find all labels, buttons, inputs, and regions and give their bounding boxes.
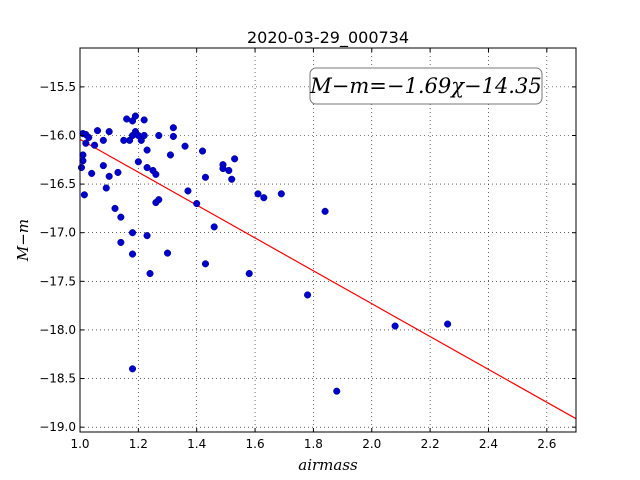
data-point: [231, 155, 239, 163]
x-tick-label: 1.4: [187, 437, 206, 451]
data-point: [82, 139, 90, 147]
data-point: [163, 249, 172, 257]
fit-line: [79, 138, 577, 420]
y-tick-label: −17.5: [39, 274, 76, 288]
x-tick-label: 2.4: [479, 437, 498, 451]
data-point: [128, 250, 137, 258]
data-point: [80, 191, 88, 199]
data-point: [114, 168, 122, 176]
data-point: [79, 157, 87, 165]
x-tick-label: 1.0: [70, 437, 89, 451]
annotation-box: [309, 67, 543, 105]
data-points: [77, 112, 452, 395]
annotation-text: M−m=−1.69χ−14.35: [309, 74, 541, 98]
data-point: [93, 127, 102, 135]
fit-equation-annotation: M−m=−1.69χ−14.35: [309, 67, 543, 105]
data-point: [201, 260, 210, 268]
x-tick-label: 2.2: [421, 437, 440, 451]
data-point: [198, 147, 207, 155]
x-tick-label: 2.6: [537, 437, 556, 451]
data-point: [128, 365, 137, 373]
data-point: [225, 166, 233, 175]
data-point: [333, 387, 341, 395]
data-point: [201, 173, 210, 181]
data-point: [146, 269, 154, 278]
data-point: [304, 291, 312, 299]
data-point: [321, 207, 329, 215]
data-point: [131, 112, 139, 120]
data-point: [181, 142, 189, 150]
data-point: [117, 213, 125, 221]
x-tick-label: 1.6: [246, 437, 265, 451]
y-axis-label: M−m: [14, 219, 32, 262]
y-tick-label: −16.5: [39, 177, 76, 191]
data-point: [143, 146, 151, 154]
data-point: [88, 169, 96, 177]
y-tick-label: −18.5: [39, 372, 76, 386]
fit-line-group: [79, 138, 577, 420]
data-point: [210, 223, 218, 231]
data-point: [91, 141, 99, 149]
data-point: [128, 229, 137, 237]
data-point: [77, 164, 86, 172]
y-tick-label: −18.0: [39, 323, 76, 337]
data-point: [260, 194, 268, 202]
data-point: [444, 320, 452, 328]
data-point: [134, 158, 142, 166]
data-point: [105, 172, 113, 180]
data-point: [105, 128, 113, 136]
x-tick-label: 1.8: [304, 437, 323, 451]
plot-area-frame: [79, 47, 577, 433]
data-point: [99, 136, 107, 144]
y-tick-label: −19.0: [39, 420, 76, 434]
data-point: [169, 132, 177, 141]
data-point: [140, 131, 148, 140]
grid-lines: [79, 48, 576, 432]
data-point: [155, 196, 163, 204]
data-point: [102, 184, 110, 192]
data-point: [152, 170, 160, 178]
data-point: [391, 322, 399, 330]
y-tick-label: −15.5: [39, 80, 76, 94]
data-point: [117, 238, 125, 246]
data-point: [85, 133, 93, 141]
x-tick-label: 1.2: [129, 437, 148, 451]
data-point: [277, 190, 285, 198]
x-tick-label: 2.0: [362, 437, 381, 451]
data-point: [140, 116, 148, 124]
data-point: [193, 199, 201, 208]
data-point: [169, 124, 177, 132]
data-point: [111, 204, 119, 212]
data-point: [143, 232, 151, 240]
data-point: [228, 175, 236, 183]
data-point: [155, 131, 163, 140]
data-point: [184, 187, 192, 195]
data-point: [254, 190, 262, 198]
chart-title: 2020-03-29_000734: [247, 28, 409, 48]
data-point: [143, 164, 151, 172]
axis-ticks: 1.0 1.2 1.4 1.6 1.8 2.0 2.2 2.4 2.6 −15.5 −16.0 −16…: [39, 48, 576, 451]
x-axis-label: airmass: [298, 456, 358, 474]
y-tick-label: −17.0: [39, 226, 76, 240]
y-tick-label: −16.0: [39, 128, 76, 142]
data-point: [99, 162, 107, 170]
data-point: [245, 269, 253, 278]
data-point: [166, 151, 174, 159]
